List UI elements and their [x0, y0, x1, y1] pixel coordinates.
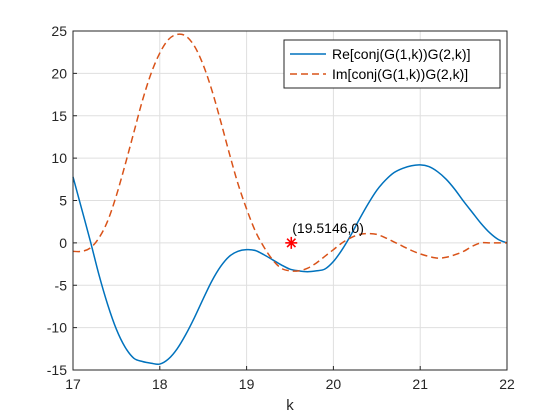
x-tick-label: 17: [65, 376, 81, 392]
y-tick-label: 25: [51, 23, 67, 39]
annotation-label: (19.5146,0): [292, 220, 364, 236]
y-axis-ticks: -15 -10 -5 0 5 10 15 20 25: [47, 23, 77, 378]
y-tick-label: -10: [47, 320, 67, 336]
x-tick-label: 19: [239, 376, 255, 392]
x-tick-label: 21: [412, 376, 428, 392]
x-tick-label: 20: [326, 376, 342, 392]
series-line-2: [72, 33, 507, 272]
annotation-asterisk-marker: [285, 236, 298, 249]
x-axis-label: k: [286, 397, 294, 414]
legend-entry-2: Im[conj(G(1,k))G(2,k)]: [332, 66, 468, 82]
series-line-1: [72, 164, 508, 366]
legend-box: [283, 39, 501, 89]
legend-entry-1: Re[conj(G(1,k))G(2,k)]: [332, 46, 470, 62]
y-tick-label: 20: [51, 65, 67, 81]
y-tick-label: -5: [55, 277, 68, 293]
y-tick-label: 15: [51, 108, 67, 124]
x-tick-label: 22: [499, 376, 515, 392]
y-tick-label: -15: [47, 362, 67, 378]
x-tick-label: 18: [152, 376, 168, 392]
legend[interactable]: Re[conj(G(1,k))G(2,k)] Im[conj(G(1,k))G(2…: [283, 39, 501, 89]
series-layer: [72, 33, 508, 366]
y-tick-label: 10: [51, 150, 67, 166]
annotation-layer: (19.5146,0): [285, 220, 364, 249]
x-axis-ticks: 17 18 19 20 21 22: [65, 366, 515, 392]
y-tick-label: 5: [59, 193, 67, 209]
y-tick-label: 0: [59, 235, 67, 251]
